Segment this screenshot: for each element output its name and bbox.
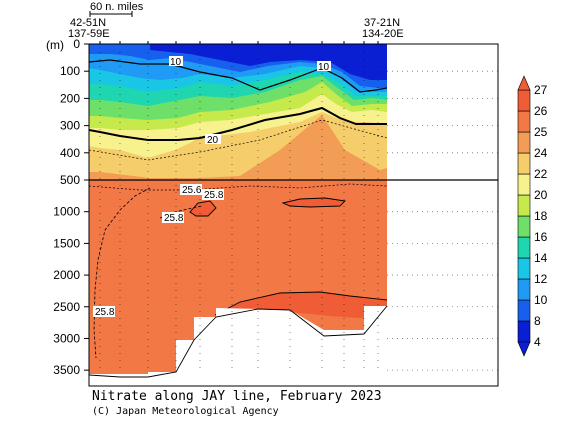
colorbar-tick-label: 4 — [534, 335, 541, 349]
contour-label-25.8-b: 25.8 — [164, 213, 184, 224]
colorbar-band — [517, 194, 531, 217]
chart-header: 60 n. miles 42-51N 137-59E 37-21N 134-20… — [68, 1, 404, 40]
left-station-lat: 42-51N — [70, 17, 106, 29]
y-tick-label: 3500 — [53, 363, 80, 377]
contour-label-25.8-c: 25.8 — [95, 307, 115, 318]
lower-panel-fill — [89, 180, 387, 385]
colorbar-high-arrow — [517, 75, 531, 91]
contour-dotted-upper — [89, 119, 387, 161]
colorbar-band — [517, 131, 531, 154]
grid-lines — [387, 70, 498, 371]
contour-10 — [89, 59, 387, 93]
contour-25.8-left — [93, 187, 151, 359]
contour-20 — [89, 106, 387, 141]
contour-deep — [214, 291, 387, 316]
chart-credit: (C) Japan Meteorological Agency — [92, 406, 279, 417]
y-tick-label: 0 — [73, 37, 80, 51]
colorbar-tick-label: 26 — [534, 104, 548, 118]
contour-label-10-right: 10 — [318, 62, 330, 73]
colorbar-band — [517, 320, 531, 343]
colorbar-tick-label: 16 — [534, 230, 548, 244]
colorbar-tick-label: 27 — [534, 83, 548, 97]
colorbar-tick-label: 10 — [534, 293, 548, 307]
colorbar-low-arrow — [517, 341, 531, 357]
seafloor-outline — [89, 305, 387, 378]
y-axis-unit: (m) — [46, 38, 64, 52]
y-tick-label: 3000 — [53, 331, 80, 345]
colorbar-band — [517, 236, 531, 259]
y-tick-label: 2000 — [53, 268, 80, 282]
colorbar-tick-label: 18 — [534, 209, 548, 223]
right-station-lat: 37-21N — [364, 17, 400, 29]
colorbar-tick-label: 14 — [534, 251, 548, 265]
y-tick-label: 200 — [60, 91, 80, 105]
contour-blob — [189, 200, 217, 217]
y-tick-label: 2500 — [53, 300, 80, 314]
chart-title: Nitrate along JAY line, February 2023 — [92, 389, 382, 404]
colorbar-band — [517, 152, 531, 175]
y-tick-label: 300 — [60, 119, 80, 133]
band-4-8 — [150, 44, 387, 80]
scale-bar-label: 60 n. miles — [90, 1, 144, 13]
contour-labels: 10 10 20 25.6 25.8 25.8 25.8 — [93, 56, 331, 318]
contour-label-25.6: 25.6 — [182, 185, 202, 196]
y-tick-label: 400 — [60, 146, 80, 160]
y-tick-label: 1500 — [53, 236, 80, 250]
colorbar-tick-label: 24 — [534, 146, 548, 160]
contour-dotted-top — [89, 183, 387, 191]
colorbar-band — [517, 89, 531, 112]
left-station-lon: 137-59E — [68, 28, 110, 40]
seafloor — [89, 306, 387, 385]
colorbar-tick-label: 22 — [534, 167, 548, 181]
colorbar-band — [517, 257, 531, 280]
colorbar-band — [517, 215, 531, 238]
y-tick-label: 1000 — [53, 205, 80, 219]
colorbar-tick-label: 20 — [534, 188, 548, 202]
colorbar-tick-label: 12 — [534, 272, 548, 286]
top-ticks — [99, 41, 379, 44]
colorbar: 4 8 10 12 14 16 18 20 22 24 25 26 27 — [517, 75, 548, 357]
colorbar-tick-label: 25 — [534, 125, 548, 139]
band-26-27-mid — [283, 198, 345, 207]
plot-frame — [88, 43, 499, 387]
colorbar-tick-label: 8 — [534, 314, 541, 328]
contour-label-20: 20 — [207, 135, 219, 146]
contour-mid-oval — [281, 197, 346, 208]
y-axis: 0 100 200 300 400 500 1000 1500 2000 2500 3000 3500 — [53, 37, 89, 377]
colorbar-band — [517, 173, 531, 196]
colorbar-band — [517, 110, 531, 133]
contour-label-25.8-a: 25.8 — [204, 190, 224, 201]
y-tick-label: 100 — [60, 64, 80, 78]
station-lines — [99, 52, 379, 372]
band-24-25 — [89, 115, 387, 180]
colorbar-band — [517, 278, 531, 301]
upper-panel-fill — [89, 44, 387, 180]
right-station-lon: 134-20E — [362, 28, 404, 40]
y-tick-label: 500 — [60, 173, 80, 187]
contour-label-10-left: 10 — [170, 57, 182, 68]
colorbar-band — [517, 299, 531, 322]
